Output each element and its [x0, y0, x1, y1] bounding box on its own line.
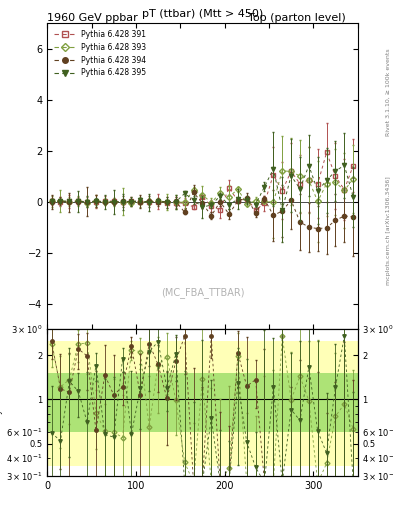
- Text: Top (parton level): Top (parton level): [248, 13, 346, 23]
- Text: mcplots.cern.ch [arXiv:1306.3436]: mcplots.cern.ch [arXiv:1306.3436]: [386, 176, 391, 285]
- Text: Rivet 3.1.10, ≥ 100k events: Rivet 3.1.10, ≥ 100k events: [386, 48, 391, 136]
- Text: (MC_FBA_TTBAR): (MC_FBA_TTBAR): [161, 287, 244, 298]
- Title: pT (ttbar) (Mtt > 450): pT (ttbar) (Mtt > 450): [142, 10, 263, 19]
- Y-axis label: Ratio to Pythia 6.428 391: Ratio to Pythia 6.428 391: [0, 354, 3, 452]
- Text: 1960 GeV ppbar: 1960 GeV ppbar: [47, 13, 138, 23]
- Legend: Pythia 6.428 391, Pythia 6.428 393, Pythia 6.428 394, Pythia 6.428 395: Pythia 6.428 391, Pythia 6.428 393, Pyth…: [51, 27, 149, 80]
